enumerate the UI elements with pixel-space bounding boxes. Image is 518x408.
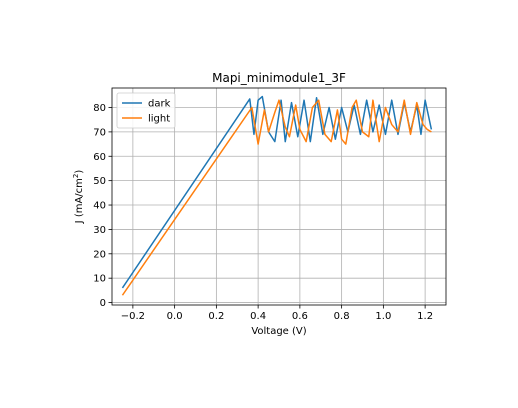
legend-label-light: light [148, 114, 170, 125]
y-axis-label-tail: ) [74, 170, 85, 174]
legend-label-dark: dark [148, 99, 171, 110]
y-tick-label: 50 [93, 176, 106, 187]
y-tick-label: 10 [93, 274, 106, 285]
series-lines [121, 95, 433, 296]
y-tick-label: 0 [100, 298, 106, 309]
x-tick-label: 0.0 [167, 311, 183, 322]
x-tick-label: 1.0 [375, 311, 391, 322]
y-tick-label: 40 [93, 201, 106, 212]
plot-frame [111, 87, 447, 306]
grid [112, 88, 446, 305]
y-axis-label-superscript: 2 [72, 174, 80, 178]
y-axis-label: J (mA/cm2) [72, 170, 85, 225]
x-tick-label: 0.8 [334, 311, 350, 322]
chart-title: Mapi_minimodule1_3F [212, 71, 346, 85]
x-tick-label: −0.2 [121, 311, 145, 322]
x-tick-label: 0.4 [250, 311, 266, 322]
legend-box [116, 92, 176, 129]
y-tick-label: 70 [93, 127, 106, 138]
axis-ticks: −0.2 0.0 0.2 0.4 0.6 0.8 1.0 1.2 0 10 20 30 40 50 60 70… [93, 103, 433, 322]
series-line-light [121, 99, 432, 296]
y-tick-label: 80 [93, 103, 106, 114]
x-tick-label: 0.6 [292, 311, 308, 322]
y-tick-label: 20 [93, 249, 106, 260]
y-axis-label-main: J (mA/cm [74, 178, 85, 224]
x-axis-label: Voltage (V) [251, 326, 306, 337]
y-tick-label: 60 [93, 152, 106, 163]
y-tick-label: 30 [93, 225, 106, 236]
x-tick-label: 1.2 [417, 311, 433, 322]
x-tick-label: 0.2 [208, 311, 224, 322]
legend: dark light [116, 92, 176, 129]
